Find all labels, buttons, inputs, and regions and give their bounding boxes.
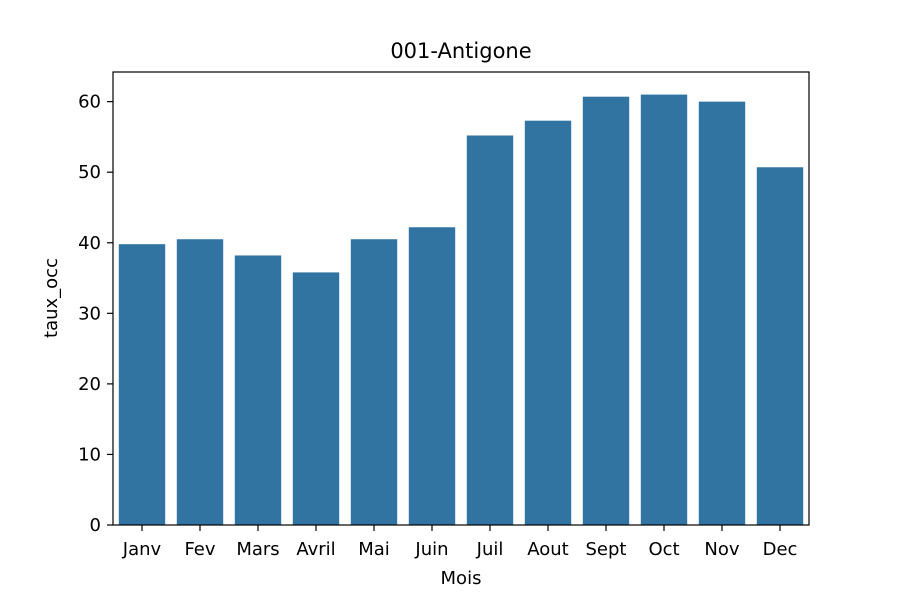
bar-dec — [756, 167, 804, 525]
bar-fev — [176, 239, 224, 525]
bar-juil — [466, 135, 514, 525]
bar-aout — [524, 120, 572, 525]
x-tick-label: Avril — [296, 539, 335, 560]
bar-juin — [408, 227, 456, 525]
x-tick-label: Sept — [586, 539, 627, 560]
x-tick-label: Juin — [414, 539, 448, 560]
bar-mai — [350, 239, 398, 525]
x-tick-label: Nov — [704, 539, 739, 560]
chart-title: 001-Antigone — [390, 39, 531, 63]
x-tick-label: Fev — [184, 539, 215, 560]
y-tick-label: 50 — [78, 162, 101, 183]
x-tick-label: Janv — [122, 539, 162, 560]
x-tick-label: Oct — [648, 539, 679, 560]
y-tick-label: 40 — [78, 233, 101, 254]
bar-mars — [234, 255, 282, 525]
y-axis-ticks: 0 10 20 30 40 50 60 — [78, 92, 113, 536]
x-tick-label: Dec — [763, 539, 798, 560]
y-tick-label: 10 — [78, 444, 101, 465]
y-tick-label: 0 — [90, 515, 101, 536]
bar-sept — [582, 96, 630, 525]
bar-nov — [698, 101, 746, 526]
bar-oct — [640, 94, 688, 525]
y-tick-label: 30 — [78, 303, 101, 324]
x-tick-label: Mai — [358, 539, 390, 560]
x-tick-label: Juil — [476, 539, 504, 560]
bars-layer — [118, 94, 804, 526]
bar-avril — [292, 272, 340, 525]
x-tick-label: Aout — [527, 539, 568, 560]
plot-frame — [112, 71, 810, 526]
y-tick-label: 60 — [78, 92, 101, 113]
y-tick-label: 20 — [78, 374, 101, 395]
y-axis-label: taux_occ — [41, 258, 62, 338]
x-axis-label: Mois — [441, 568, 482, 589]
x-axis-ticks: Janv Fev Mars Avril Mai Juin Juil Aout Sept Oct No… — [122, 525, 798, 560]
bar-janv — [118, 244, 166, 526]
x-tick-label: Mars — [236, 539, 279, 560]
